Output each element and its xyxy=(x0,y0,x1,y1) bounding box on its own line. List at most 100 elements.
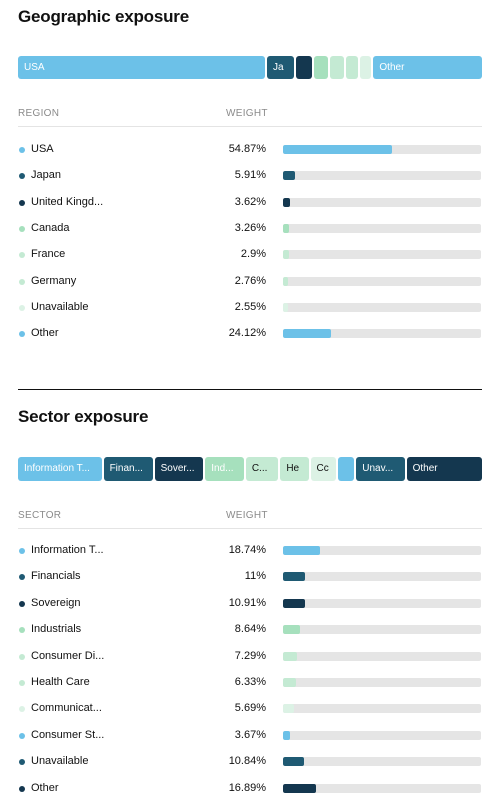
sector-weight-bar-track xyxy=(283,730,481,740)
sector-row-weight: 3.67% xyxy=(234,728,266,741)
geo-weight-bar-fill xyxy=(283,145,392,154)
geo-weight-bar-fill xyxy=(283,197,291,207)
sector-bar-segment[interactable]: Sover... xyxy=(154,457,204,481)
sector-row-label: Communicat... xyxy=(31,702,102,715)
geo-weight-bar-track xyxy=(283,171,481,181)
sector-row-weight: 16.89% xyxy=(228,781,266,794)
sector-weight-bar-track xyxy=(283,783,481,793)
sector-row: Unavailable 10.84% xyxy=(18,753,482,771)
sector-weight-bar-fill xyxy=(283,783,317,793)
geo-bar-segment[interactable]: Ja xyxy=(266,56,294,79)
sector-row-weight: 18.74% xyxy=(228,544,266,556)
geo-bar-segment[interactable]: USA xyxy=(18,56,265,79)
geographic-exposure-section: Geographic exposure USA Ja Other REGION WE… xyxy=(18,0,482,380)
legend-dot xyxy=(19,252,25,259)
sector-row-weight: 8.64% xyxy=(234,623,266,636)
sector-weight-bar-fill xyxy=(283,730,291,740)
geo-row-label: United Kingd... xyxy=(31,195,104,208)
sector-bar-segment[interactable]: Finan... xyxy=(103,457,153,481)
geo-row-weight: 2.76% xyxy=(234,274,266,287)
geo-row: Germany 2.76% xyxy=(18,273,482,291)
geo-weight-bar-track xyxy=(283,223,481,233)
sector-row: Communicat... 5.69% xyxy=(18,700,482,718)
geo-bar-segment[interactable] xyxy=(345,56,358,79)
sector-weight-bar-track xyxy=(283,704,481,714)
geo-weight-bar-fill xyxy=(283,302,289,312)
geo-row-label: Other xyxy=(31,327,59,340)
geo-bar-segment[interactable]: Other xyxy=(373,56,482,79)
geo-weight-bar-fill xyxy=(283,329,331,339)
geo-row: Unavailable 2.55% xyxy=(18,299,482,317)
legend-dot xyxy=(19,785,25,792)
sector-row-label: Financials xyxy=(31,570,81,583)
sector-row-weight: 11% xyxy=(244,570,266,583)
geo-bar-segment[interactable] xyxy=(295,56,312,79)
sector-weight-bar-fill xyxy=(283,572,305,582)
sector-weight-bar-fill xyxy=(283,598,305,608)
weight-column-header: WEIGHT xyxy=(226,108,268,119)
geo-row: United Kingd... 3.62% xyxy=(18,194,482,212)
region-table-header: REGION WEIGHT xyxy=(18,108,482,127)
legend-dot xyxy=(19,225,25,232)
legend-dot xyxy=(19,304,25,311)
legend-dot xyxy=(19,600,25,607)
geo-row-label: Unavailable xyxy=(31,300,89,313)
legend-dot xyxy=(19,732,25,739)
sector-row: Consumer Di... 7.29% xyxy=(18,648,482,666)
sector-row-label: Sovereign xyxy=(31,596,81,609)
geo-row-label: Germany xyxy=(31,274,77,287)
legend-dot xyxy=(19,627,25,634)
region-column-header: REGION xyxy=(18,108,60,119)
sector-weight-bar-fill xyxy=(283,678,296,687)
legend-dot xyxy=(19,574,25,581)
sector-row-label: Other xyxy=(31,781,59,794)
sector-row: Consumer St... 3.67% xyxy=(18,727,482,745)
sector-weight-bar-track xyxy=(283,546,481,555)
sector-row-weight: 6.33% xyxy=(234,676,266,688)
sector-row-label: Consumer Di... xyxy=(31,649,105,662)
geo-bar-segment[interactable] xyxy=(313,56,329,79)
sector-table-header: SECTOR WEIGHT xyxy=(18,510,482,529)
sector-exposure-section: Sector exposure Information T... Finan...… xyxy=(18,400,482,808)
geo-row-weight: 24.12% xyxy=(228,327,266,340)
sector-column-header: SECTOR xyxy=(18,510,62,521)
sector-row-label: Industrials xyxy=(31,623,82,636)
sector-bar-segment[interactable]: Information T... xyxy=(18,457,102,481)
sector-stacked-bar: Information T... Finan... Sover... Ind... C.… xyxy=(18,457,482,481)
sector-row: Industrials 8.64% xyxy=(18,621,482,639)
geo-row-weight: 3.62% xyxy=(234,195,266,208)
geo-bar-segment[interactable] xyxy=(330,56,344,79)
sector-weight-bar-fill xyxy=(283,704,295,714)
sector-exposure-title: Sector exposure xyxy=(18,407,149,426)
geo-row-weight: 5.91% xyxy=(234,169,266,182)
legend-dot xyxy=(19,331,25,338)
geo-weight-bar-track xyxy=(283,329,481,339)
sector-bar-segment[interactable]: Cc xyxy=(310,457,336,481)
geo-row: USA 54.87% xyxy=(18,141,482,159)
sector-bar-segment[interactable]: He xyxy=(280,457,309,481)
sector-weight-bar-track xyxy=(283,625,481,635)
legend-dot xyxy=(19,706,25,713)
sector-bar-segment[interactable]: Other xyxy=(406,457,482,481)
sector-weight-bar-fill xyxy=(283,625,301,635)
geo-row: France 2.9% xyxy=(18,246,482,264)
geo-row-label: USA xyxy=(31,143,54,155)
geo-row-weight: 2.55% xyxy=(234,300,266,313)
sector-bar-segment[interactable]: Ind... xyxy=(205,457,244,481)
geo-row-weight: 54.87% xyxy=(228,143,266,155)
sector-row: Health Care 6.33% xyxy=(18,674,482,692)
legend-dot xyxy=(19,653,25,660)
sector-row-weight: 7.29% xyxy=(234,649,266,662)
sector-row-weight: 10.84% xyxy=(228,755,266,768)
legend-dot xyxy=(19,680,25,686)
sector-bar-segment[interactable]: Unav... xyxy=(356,457,405,481)
geo-weight-bar-fill xyxy=(283,223,290,233)
geo-row-label: Japan xyxy=(31,169,61,182)
legend-dot xyxy=(19,199,25,206)
geo-bar-segment[interactable] xyxy=(359,56,372,79)
sector-bar-segment[interactable] xyxy=(337,457,355,481)
sector-bar-segment[interactable]: C... xyxy=(245,457,279,481)
sector-weight-bar-fill xyxy=(283,546,321,555)
sector-row-weight: 10.91% xyxy=(228,596,266,609)
section-divider xyxy=(18,389,482,390)
